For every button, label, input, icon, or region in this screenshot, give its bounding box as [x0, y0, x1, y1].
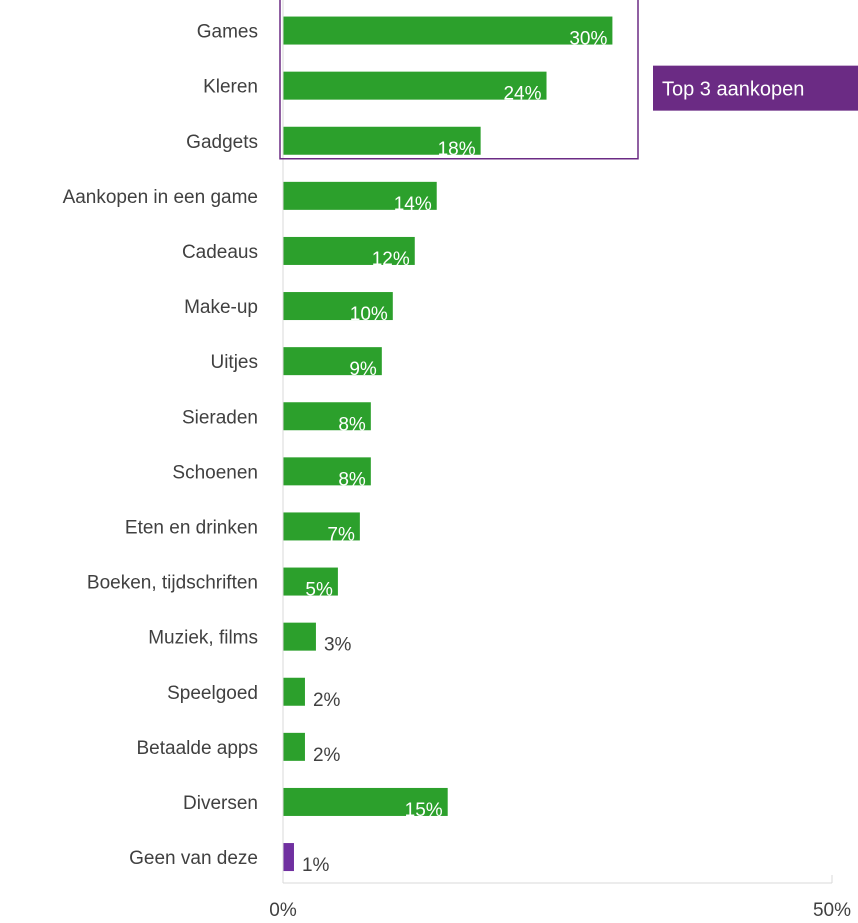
highlight-box	[279, 0, 639, 160]
category-label: Diversen	[183, 793, 258, 814]
axis-layer: 0% 50%	[269, 0, 851, 921]
bar	[283, 16, 613, 45]
data-label: 18%	[438, 139, 476, 160]
bar	[283, 567, 338, 596]
data-label: 24%	[503, 84, 541, 105]
data-label: 12%	[372, 249, 410, 270]
bar	[283, 402, 371, 431]
x-tick-label: 50%	[813, 900, 851, 921]
category-label: Games	[197, 22, 258, 43]
category-label: Aankopen in een game	[63, 187, 258, 208]
data-label: 2%	[313, 690, 341, 711]
category-label: Make-up	[184, 297, 258, 318]
bar	[283, 292, 393, 321]
data-label: 1%	[302, 855, 330, 876]
category-label: Gadgets	[186, 132, 258, 153]
data-label: 2%	[313, 745, 341, 766]
category-label: Betaalde apps	[137, 738, 259, 759]
category-label: Sieraden	[182, 407, 258, 428]
category-label: Speelgoed	[167, 683, 258, 704]
category-label: Geen van deze	[129, 848, 258, 869]
data-label: 15%	[405, 800, 443, 821]
callout-label: Top 3 aankopen	[662, 79, 804, 101]
bar	[283, 677, 305, 706]
bar	[283, 843, 294, 872]
category-label: Boeken, tijdschriften	[87, 573, 258, 594]
bar	[283, 512, 360, 541]
callout-box	[653, 65, 858, 111]
data-label: 8%	[338, 469, 366, 490]
bar	[283, 71, 547, 100]
data-label: 9%	[349, 359, 377, 380]
data-label: 30%	[569, 29, 607, 50]
bar	[283, 126, 481, 155]
data-label: 8%	[338, 414, 366, 435]
data-label: 14%	[394, 194, 432, 215]
bar	[283, 236, 415, 265]
bar	[283, 347, 382, 376]
bars-layer: Games 30% Kleren 24% Gadgets 18% Aankopen in e…	[63, 16, 613, 876]
bar	[283, 457, 371, 486]
category-label: Eten en drinken	[125, 517, 258, 538]
bar	[283, 622, 316, 651]
callout-layer: Top 3 aankopen	[279, 0, 858, 160]
data-label: 5%	[305, 580, 333, 601]
data-label: 3%	[324, 635, 352, 656]
x-tick-label: 0%	[269, 900, 297, 921]
category-label: Kleren	[203, 77, 258, 98]
data-label: 10%	[350, 304, 388, 325]
bar	[283, 181, 437, 210]
category-label: Uitjes	[210, 352, 258, 373]
category-label: Schoenen	[172, 462, 258, 483]
category-label: Muziek, films	[148, 628, 258, 649]
bar	[283, 787, 448, 816]
bar	[283, 732, 305, 761]
category-label: Cadeaus	[182, 242, 258, 263]
data-label: 7%	[327, 524, 355, 545]
